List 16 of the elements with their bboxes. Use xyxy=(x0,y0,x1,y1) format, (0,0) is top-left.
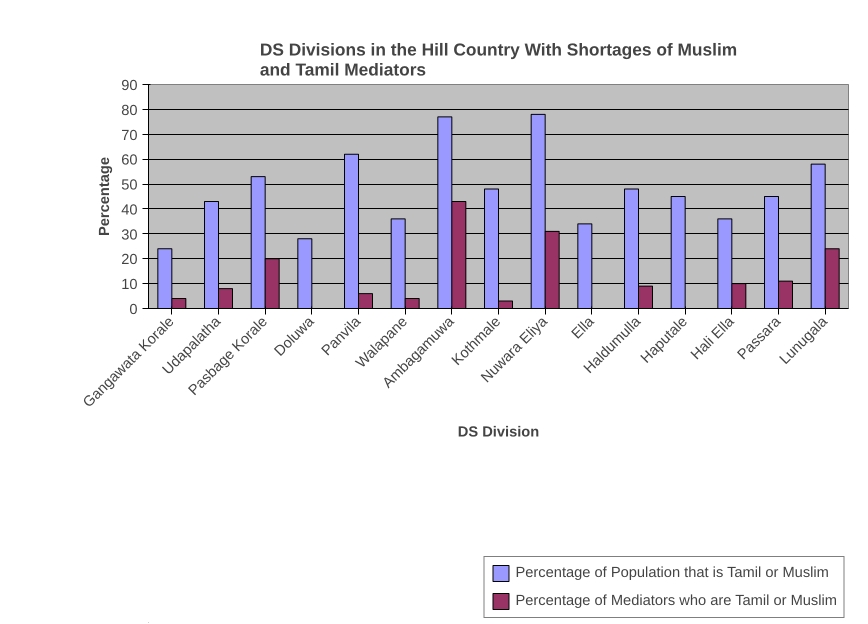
y-axis-title: Percentage xyxy=(97,156,114,236)
x-tick-label: Hali Ella xyxy=(688,313,738,364)
y-tick-label: 20 xyxy=(121,252,138,268)
legend-label: Percentage of Population that is Tamil or Muslim xyxy=(516,565,829,581)
y-tick-label: 60 xyxy=(121,152,138,169)
x-axis-title: DS Division xyxy=(458,424,540,441)
legend-label: Percentage of Mediators who are Tamil or Muslim xyxy=(516,593,837,609)
y-tick-label: 50 xyxy=(121,178,138,194)
y-tick-label: 70 xyxy=(121,128,138,144)
y-tick-label: 40 xyxy=(121,202,138,218)
chart-title: DS Divisions in the Hill Country With Shortages of Muslim and Tamil Mediators xyxy=(260,40,738,80)
y-tick-label: 10 xyxy=(121,277,138,294)
y-tick-label: 30 xyxy=(121,227,138,244)
y-tick-label: 0 xyxy=(129,302,138,318)
y-tick-label: 90 xyxy=(121,78,138,94)
y-tick-label: 80 xyxy=(121,102,138,119)
